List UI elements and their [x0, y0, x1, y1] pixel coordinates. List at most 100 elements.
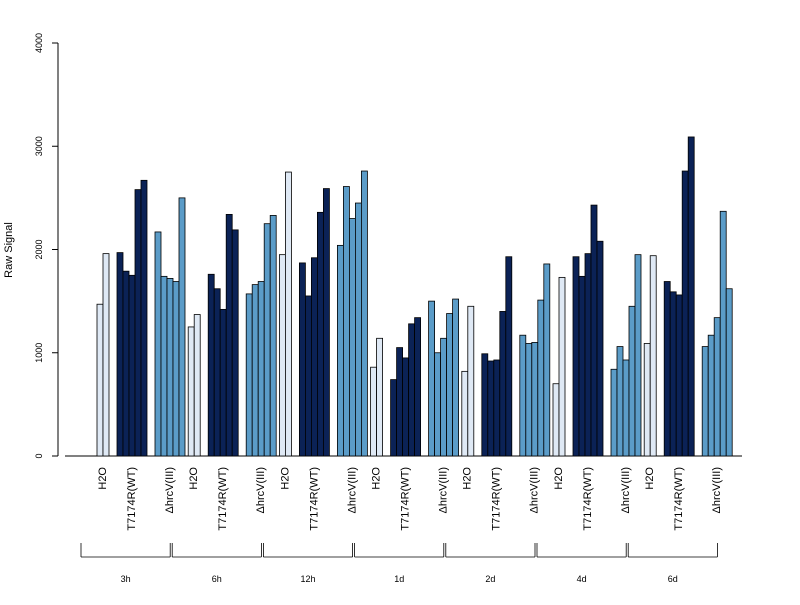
x-category-label: ΔhrcV(III)	[164, 467, 176, 513]
group-label: 4d	[577, 574, 587, 584]
bar	[396, 347, 404, 457]
bar	[304, 295, 312, 457]
bar	[669, 291, 677, 457]
bar	[322, 188, 330, 457]
bar	[622, 359, 630, 457]
bar	[219, 308, 227, 457]
bar	[251, 284, 259, 457]
bar	[376, 337, 384, 457]
bar	[178, 197, 186, 457]
bar	[154, 231, 162, 457]
bar	[172, 281, 180, 457]
bar	[461, 370, 469, 457]
y-axis-label: Raw Signal	[3, 222, 15, 278]
bar	[440, 337, 448, 457]
x-category-label: H2O	[553, 467, 565, 490]
bar	[649, 255, 657, 457]
bar	[543, 263, 551, 457]
bar	[610, 368, 618, 457]
bar	[298, 262, 306, 457]
bar	[263, 223, 271, 457]
y-tick-label: 3000	[34, 136, 44, 156]
bar	[701, 346, 709, 457]
bar	[140, 179, 148, 457]
bar	[213, 288, 221, 457]
x-category-label: T7174R(WT)	[491, 467, 503, 531]
x-category-label: T7174R(WT)	[126, 467, 138, 531]
bar	[360, 170, 368, 457]
group-label: 2d	[485, 574, 495, 584]
bar	[578, 275, 586, 457]
x-category-label: ΔhrcV(III)	[711, 467, 723, 513]
bar	[348, 218, 356, 457]
x-category-label: T7174R(WT)	[217, 467, 229, 531]
bar	[452, 298, 460, 457]
bar	[558, 276, 566, 457]
y-tick-label: 0	[34, 453, 44, 458]
bar	[707, 334, 715, 457]
x-category-label: ΔhrcV(III)	[438, 467, 450, 513]
bar	[284, 171, 292, 457]
x-category-label: T7174R(WT)	[673, 467, 685, 531]
bar	[193, 314, 201, 457]
bar	[537, 299, 545, 457]
bar	[160, 275, 168, 457]
bar	[316, 211, 324, 457]
bar	[116, 252, 124, 457]
group-label: 6h	[212, 574, 222, 584]
x-category-label: H2O	[462, 467, 474, 490]
x-category-label: H2O	[188, 467, 200, 490]
bar	[390, 379, 398, 457]
bar	[525, 343, 533, 457]
bar	[499, 311, 507, 457]
bar	[643, 343, 651, 457]
bar	[342, 186, 350, 457]
x-category-label: H2O	[644, 467, 656, 490]
x-category-label: T7174R(WT)	[582, 467, 594, 531]
x-category-label: ΔhrcV(III)	[620, 467, 632, 513]
bar	[616, 346, 624, 457]
bar	[128, 274, 136, 457]
bar	[467, 305, 475, 457]
bar	[278, 254, 286, 457]
bar	[725, 288, 733, 457]
bar	[187, 326, 195, 457]
y-tick-label: 4000	[34, 33, 44, 53]
bar	[122, 270, 130, 457]
bar	[446, 313, 454, 457]
bar	[310, 257, 318, 457]
x-category-label: ΔhrcV(III)	[346, 467, 358, 513]
bar	[628, 305, 636, 457]
group-label: 3h	[121, 574, 131, 584]
x-category-label: H2O	[279, 467, 291, 490]
bar	[166, 278, 174, 457]
bar	[231, 229, 239, 457]
bar	[663, 281, 671, 457]
y-tick-label: 1000	[34, 343, 44, 363]
bar	[354, 202, 362, 457]
bar	[505, 256, 513, 457]
bar	[493, 359, 501, 457]
bar	[584, 253, 592, 457]
bar	[519, 334, 527, 457]
x-category-label: ΔhrcV(III)	[255, 467, 267, 513]
bar	[225, 213, 233, 457]
y-tick-label: 2000	[34, 239, 44, 259]
bar	[414, 317, 422, 457]
bar	[675, 294, 683, 457]
bar	[134, 189, 142, 457]
group-label: 12h	[300, 574, 315, 584]
bar	[408, 323, 416, 457]
bar	[681, 170, 689, 457]
bar	[552, 383, 560, 457]
bar	[590, 204, 598, 457]
bar	[245, 293, 253, 457]
bar	[531, 342, 539, 457]
bar	[434, 352, 442, 457]
bar	[719, 210, 727, 457]
x-category-label: T7174R(WT)	[308, 467, 320, 531]
bar	[96, 303, 104, 457]
bar	[687, 136, 695, 457]
bar	[713, 317, 721, 457]
